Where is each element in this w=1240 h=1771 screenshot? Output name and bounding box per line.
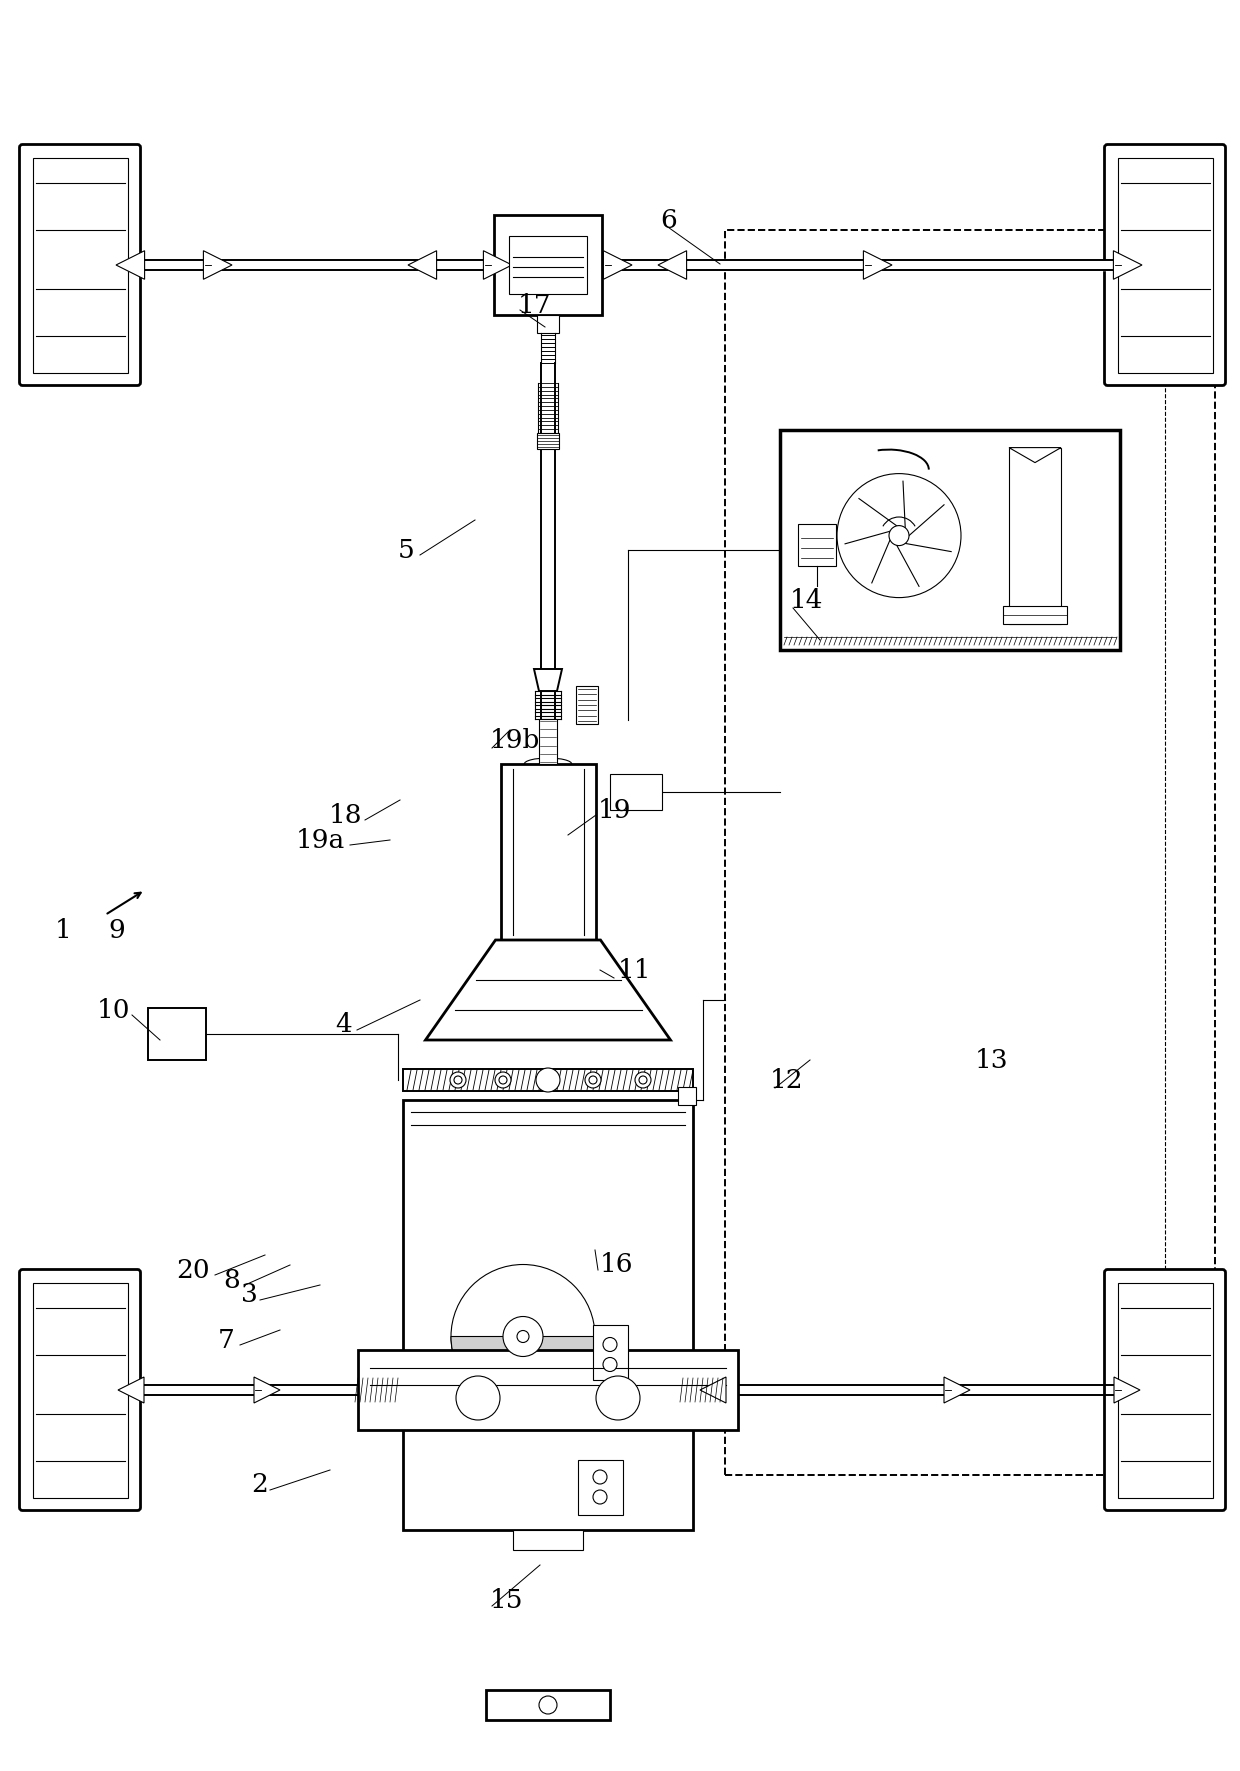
Bar: [513, 1530, 583, 1550]
Text: 15: 15: [490, 1587, 523, 1613]
Polygon shape: [203, 251, 232, 280]
Text: 16: 16: [600, 1252, 634, 1277]
FancyBboxPatch shape: [1105, 145, 1225, 386]
Circle shape: [454, 1077, 463, 1084]
Text: 3: 3: [241, 1282, 258, 1307]
Bar: [593, 1325, 627, 1380]
Bar: [148, 1008, 206, 1061]
Bar: [32, 1282, 128, 1498]
FancyBboxPatch shape: [20, 145, 140, 386]
Circle shape: [585, 1071, 601, 1087]
Circle shape: [639, 1077, 647, 1084]
Polygon shape: [1114, 251, 1142, 280]
Circle shape: [450, 1071, 466, 1087]
Circle shape: [536, 1068, 560, 1093]
Bar: [537, 432, 559, 450]
Bar: [577, 685, 598, 724]
Circle shape: [517, 1330, 529, 1342]
Bar: [403, 1100, 693, 1530]
Text: 20: 20: [176, 1257, 210, 1282]
Text: 9: 9: [108, 917, 125, 942]
Polygon shape: [254, 1378, 280, 1403]
Bar: [358, 1350, 738, 1429]
Text: 7: 7: [218, 1328, 236, 1353]
Bar: [725, 230, 1215, 1475]
Text: 4: 4: [335, 1013, 352, 1038]
Bar: [539, 719, 557, 763]
Text: 8: 8: [223, 1268, 241, 1293]
Circle shape: [589, 1077, 596, 1084]
Polygon shape: [541, 363, 556, 839]
FancyBboxPatch shape: [1105, 1270, 1225, 1511]
Polygon shape: [658, 251, 687, 280]
Bar: [510, 236, 587, 294]
Bar: [578, 1459, 622, 1514]
Text: 12: 12: [770, 1068, 804, 1093]
Bar: [610, 774, 662, 809]
Circle shape: [451, 1264, 595, 1408]
Text: 19a: 19a: [296, 827, 345, 852]
Polygon shape: [1114, 1378, 1140, 1403]
Bar: [32, 158, 128, 372]
Text: 17: 17: [518, 292, 552, 317]
FancyBboxPatch shape: [20, 1270, 140, 1511]
Polygon shape: [117, 251, 145, 280]
Text: 18: 18: [329, 802, 362, 827]
Circle shape: [837, 473, 961, 597]
Polygon shape: [138, 1385, 360, 1396]
Polygon shape: [604, 251, 632, 280]
Bar: [1003, 606, 1066, 623]
Bar: [494, 214, 601, 315]
Text: 5: 5: [398, 538, 415, 563]
Polygon shape: [408, 251, 436, 280]
Text: 11: 11: [618, 958, 651, 983]
Bar: [799, 524, 836, 567]
Bar: [486, 1690, 610, 1720]
Polygon shape: [529, 1350, 565, 1530]
Circle shape: [603, 1337, 618, 1351]
Circle shape: [593, 1489, 608, 1504]
Polygon shape: [1009, 448, 1061, 462]
Bar: [1117, 158, 1213, 372]
Circle shape: [635, 1071, 651, 1087]
Bar: [780, 430, 1120, 650]
Polygon shape: [944, 1378, 970, 1403]
Text: 14: 14: [790, 588, 823, 613]
Polygon shape: [425, 940, 671, 1040]
Circle shape: [456, 1376, 500, 1420]
Circle shape: [596, 1376, 640, 1420]
Circle shape: [889, 526, 909, 545]
Circle shape: [503, 1316, 543, 1357]
Bar: [1117, 1282, 1213, 1498]
Text: 19: 19: [598, 797, 631, 822]
Text: 19b: 19b: [490, 728, 541, 753]
Bar: [501, 763, 595, 940]
Wedge shape: [451, 1337, 595, 1408]
Polygon shape: [701, 1378, 725, 1403]
Polygon shape: [118, 1378, 144, 1403]
Bar: [678, 1087, 696, 1105]
Text: 6: 6: [660, 207, 677, 232]
Circle shape: [603, 1358, 618, 1371]
Polygon shape: [138, 260, 494, 269]
Polygon shape: [534, 669, 562, 691]
Circle shape: [539, 1697, 557, 1714]
Bar: [1009, 448, 1061, 623]
Text: 1: 1: [56, 917, 72, 942]
Text: 2: 2: [252, 1472, 268, 1498]
Polygon shape: [863, 251, 892, 280]
Polygon shape: [601, 260, 1120, 269]
Circle shape: [498, 1077, 507, 1084]
Circle shape: [593, 1470, 608, 1484]
Text: 13: 13: [975, 1047, 1008, 1073]
Polygon shape: [720, 1385, 1120, 1396]
Polygon shape: [484, 251, 512, 280]
Circle shape: [495, 1071, 511, 1087]
Text: 10: 10: [97, 997, 130, 1022]
Bar: [403, 1070, 693, 1091]
Bar: [537, 315, 559, 333]
